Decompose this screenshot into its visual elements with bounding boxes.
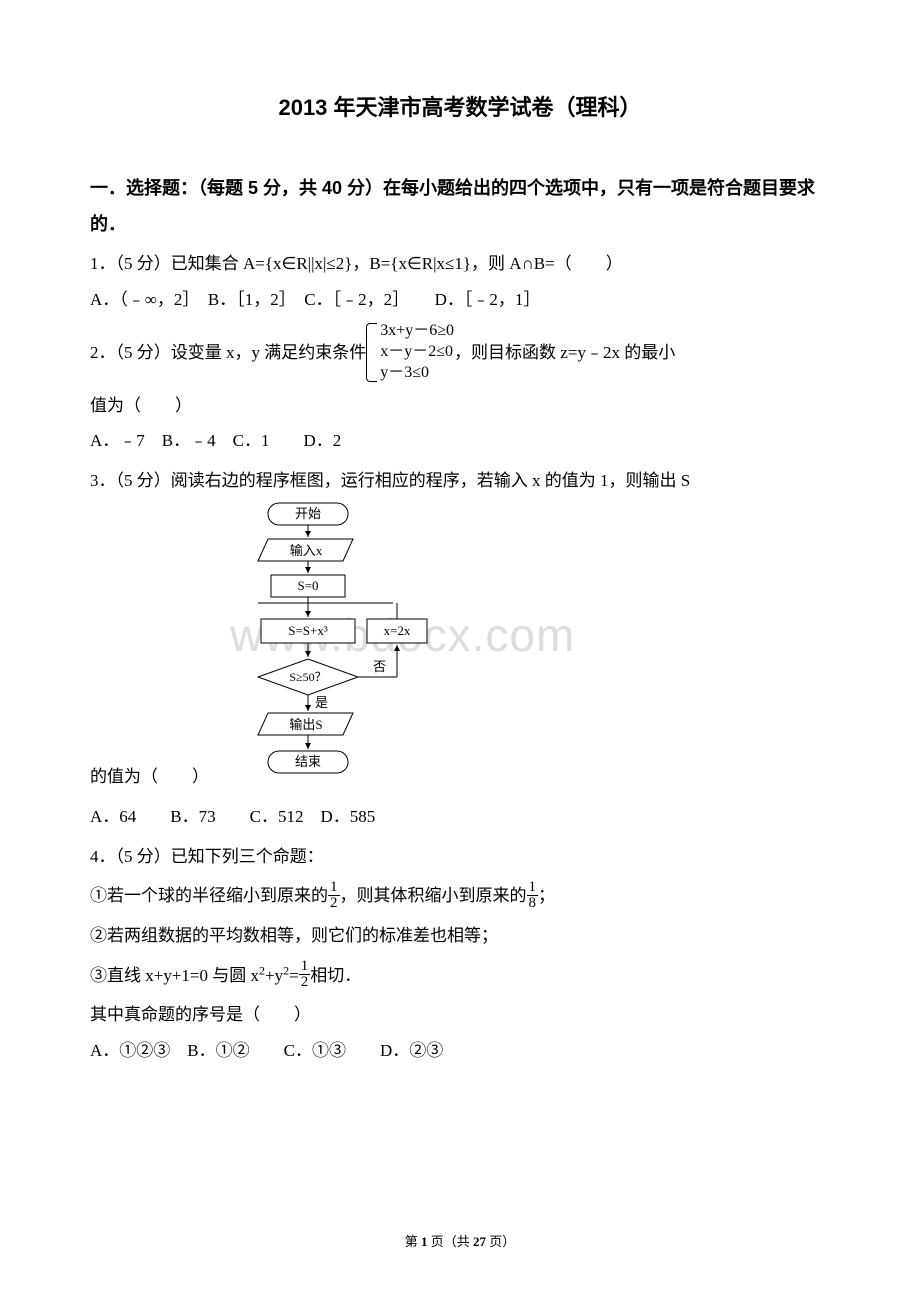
q4-options: A．①②③ B．①② C．①③ D．②③ bbox=[90, 1033, 830, 1069]
flowchart-figure: 开始 输入x S=0 S=S+x³ x=2x bbox=[213, 499, 443, 799]
q4-p3-plus: +y bbox=[265, 966, 283, 985]
flow-end: 结束 bbox=[295, 754, 321, 769]
footer-c: 页） bbox=[486, 1234, 515, 1249]
q2-c3: y－3≤0 bbox=[380, 364, 429, 381]
q1-options: A．（﹣∞，2］ B．［1，2］ C．［﹣2，2］ D．［﹣2，1］ bbox=[90, 282, 830, 318]
q4-prop2: ②若两组数据的平均数相等，则它们的标准差也相等； bbox=[90, 918, 830, 954]
fraction-half-2: 12 bbox=[299, 959, 311, 990]
fraction-half: 12 bbox=[328, 880, 340, 911]
q2-prefix: 2．（5 分）设变量 x，y 满足约束条件 bbox=[90, 335, 366, 371]
footer-b: 页（共 bbox=[427, 1234, 473, 1249]
q1-text: 1．（5 分）已知集合 A={x∈R||x|≤2}，B={x∈R|x≤1}，则 … bbox=[90, 254, 623, 273]
footer-a: 第 bbox=[405, 1234, 421, 1249]
q2-options: A．﹣7 B．﹣4 C．1 D．2 bbox=[90, 423, 830, 459]
question-4: 4．（5 分）已知下列三个命题： bbox=[90, 839, 830, 875]
footer-total: 27 bbox=[473, 1234, 486, 1249]
question-1: 1．（5 分）已知集合 A={x∈R||x|≤2}，B={x∈R|x≤1}，则 … bbox=[90, 246, 830, 282]
flow-no: 否 bbox=[373, 659, 386, 674]
question-2: 2．（5 分）设变量 x，y 满足约束条件 3x+y－6≥0 x－y－2≤0 y… bbox=[90, 321, 830, 383]
q4-p3-e: 相切． bbox=[310, 966, 361, 985]
flow-init: S=0 bbox=[297, 578, 318, 593]
q4-p3-eq: = bbox=[289, 966, 299, 985]
document-page: 2013 年天津市高考数学试卷（理科） 一．选择题：（每题 5 分，共 40 分… bbox=[0, 0, 920, 1302]
q4-prop1: ①若一个球的半径缩小到原来的12，则其体积缩小到原来的18； bbox=[90, 878, 830, 914]
flow-step: S=S+x³ bbox=[288, 623, 328, 638]
flow-update: x=2x bbox=[384, 623, 411, 638]
q3-options: A．64 B．73 C．512 D．585 bbox=[90, 799, 830, 835]
q4-tail: 其中真命题的序号是（ ） bbox=[90, 997, 830, 1033]
page-footer: 第 1 页（共 27 页） bbox=[0, 1231, 920, 1250]
q4-p1-b: ，则其体积缩小到原来的 bbox=[340, 886, 527, 905]
q2-c2: x－y－2≤0 bbox=[380, 343, 453, 360]
q4-p1-c: ； bbox=[538, 886, 555, 905]
flow-input: 输入x bbox=[290, 543, 323, 558]
fraction-eighth: 18 bbox=[527, 880, 539, 911]
question-3-figure-row: 的值为（ ） 开始 输入x S=0 bbox=[90, 499, 830, 799]
q4-p3-a: ③直线 x+y+1=0 与圆 bbox=[90, 966, 251, 985]
exam-title: 2013 年天津市高考数学试卷（理科） bbox=[90, 90, 830, 122]
flow-cond: S≥50？ bbox=[289, 670, 326, 684]
q4-p3-x: x bbox=[251, 966, 260, 985]
flow-output: 输出S bbox=[289, 717, 322, 732]
section-heading: 一．选择题：（每题 5 分，共 40 分）在每小题给出的四个选项中，只有一项是符… bbox=[90, 170, 830, 242]
flow-yes: 是 bbox=[315, 695, 328, 710]
q2-tail: 值为（ ） bbox=[90, 388, 830, 424]
question-3-text: 3．（5 分）阅读右边的程序框图，运行相应的程序，若输入 x 的值为 1，则输出… bbox=[90, 463, 830, 499]
q2-c1: 3x+y－6≥0 bbox=[380, 322, 454, 339]
q4-prop3: ③直线 x+y+1=0 与圆 x2+y2=12相切． bbox=[90, 958, 830, 994]
q3-tail: 的值为（ ） bbox=[90, 759, 209, 799]
q2-constraint-system: 3x+y－6≥0 x－y－2≤0 y－3≤0 bbox=[366, 321, 454, 383]
flow-start: 开始 bbox=[295, 506, 321, 521]
q2-suffix: ，则目标函数 z=y﹣2x 的最小 bbox=[454, 335, 675, 371]
q4-p1-a: ①若一个球的半径缩小到原来的 bbox=[90, 886, 328, 905]
